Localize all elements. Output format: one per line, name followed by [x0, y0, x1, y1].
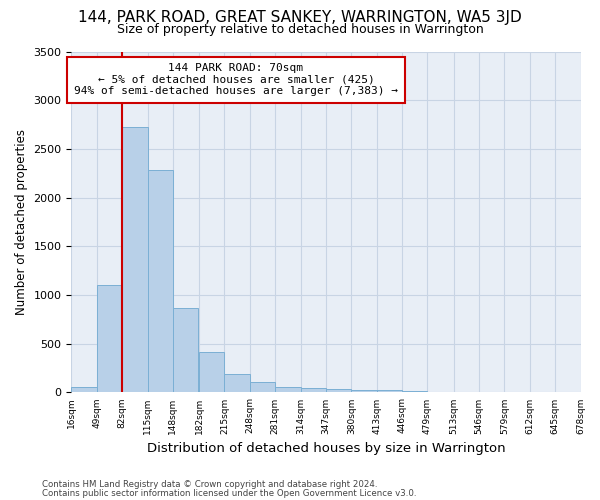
Y-axis label: Number of detached properties: Number of detached properties [15, 129, 28, 315]
Bar [148, 170, 173, 392]
Bar [122, 126, 148, 392]
Bar [173, 308, 198, 392]
Text: Contains public sector information licensed under the Open Government Licence v3: Contains public sector information licen… [42, 488, 416, 498]
Text: 144 PARK ROAD: 70sqm
← 5% of detached houses are smaller (425)
94% of semi-detac: 144 PARK ROAD: 70sqm ← 5% of detached ho… [74, 63, 398, 96]
Bar [275, 387, 301, 392]
Bar [71, 387, 97, 392]
Text: 144, PARK ROAD, GREAT SANKEY, WARRINGTON, WA5 3JD: 144, PARK ROAD, GREAT SANKEY, WARRINGTON… [78, 10, 522, 25]
Text: Size of property relative to detached houses in Warrington: Size of property relative to detached ho… [116, 22, 484, 36]
Text: Contains HM Land Registry data © Crown copyright and database right 2024.: Contains HM Land Registry data © Crown c… [42, 480, 377, 489]
Bar [250, 382, 275, 392]
Bar [97, 286, 122, 393]
Bar [224, 374, 250, 392]
Bar [352, 390, 377, 392]
Bar [326, 388, 352, 392]
Bar [199, 352, 224, 393]
Bar [301, 388, 326, 392]
X-axis label: Distribution of detached houses by size in Warrington: Distribution of detached houses by size … [146, 442, 505, 455]
Bar [377, 390, 402, 392]
